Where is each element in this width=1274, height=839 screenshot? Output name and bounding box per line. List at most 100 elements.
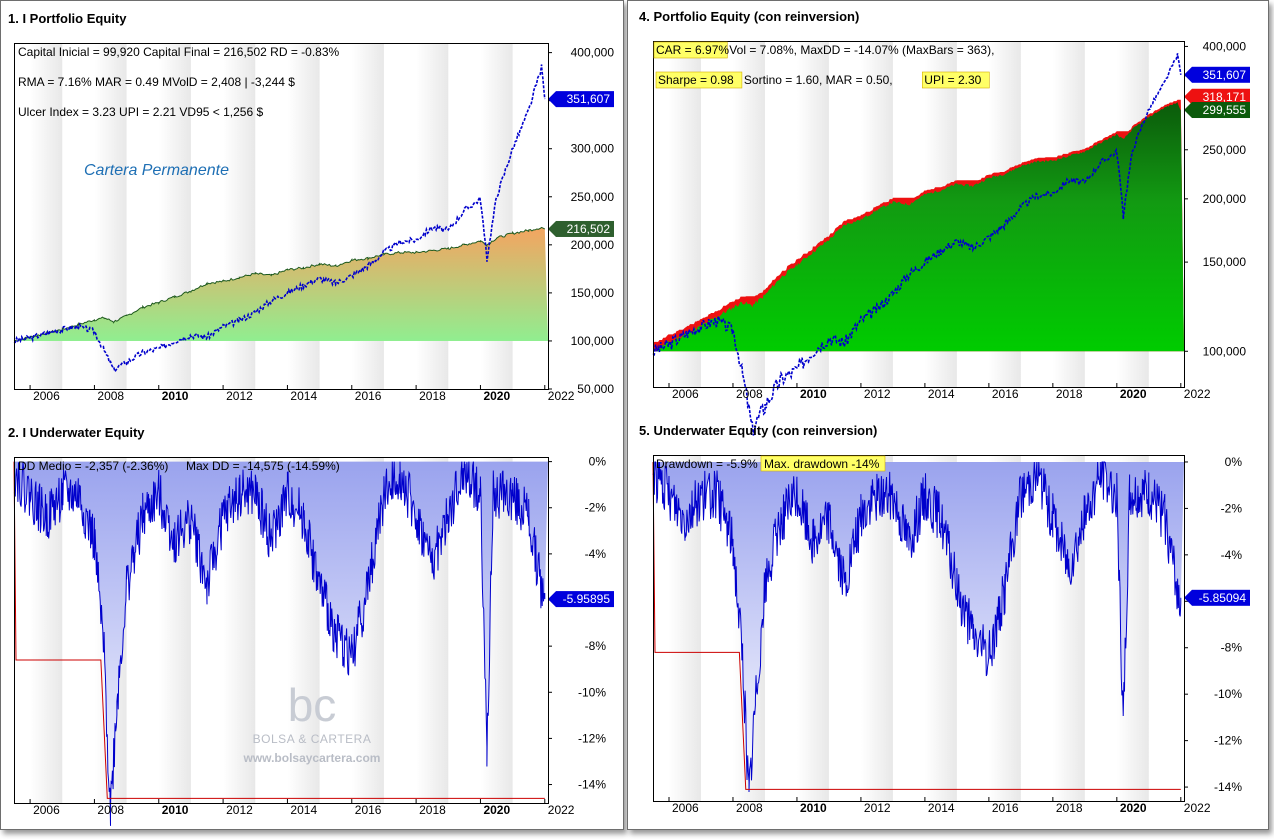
x-tick-label: 2006 bbox=[672, 387, 699, 401]
badge-peak-label: 318,171 bbox=[1203, 90, 1247, 104]
x-tick-label: 2008 bbox=[736, 387, 763, 401]
y-tick-label: -10% bbox=[578, 685, 606, 699]
panel5-chart[interactable]: 2006 2008 2010 2012 2014 2016 2018 2020 2022 0% -2… bbox=[652, 455, 1255, 817]
stats-item: UPI = 2.30 bbox=[924, 73, 981, 87]
stats-item: Sharpe = 0.98 bbox=[658, 73, 734, 87]
x-tick-label: 2010 bbox=[162, 389, 189, 403]
y-tick-label: -2% bbox=[585, 501, 607, 515]
x-tick-label: 2008 bbox=[97, 389, 124, 403]
badge-equity-arrow bbox=[1184, 102, 1192, 119]
x-tick-label: 2022 bbox=[1184, 801, 1211, 815]
stats-max-dd: Max DD = -14,575 (-14.59%) bbox=[186, 459, 340, 473]
max-drawdown-line bbox=[13, 461, 545, 799]
y-tick-label: 50,000 bbox=[577, 382, 614, 396]
y-tick-label: 150,000 bbox=[1203, 255, 1247, 269]
x-tick-label: 2020 bbox=[1120, 801, 1147, 815]
equity-area bbox=[653, 102, 1184, 352]
y-tick-label: -10% bbox=[1214, 687, 1242, 701]
highlight-box bbox=[921, 71, 990, 89]
x-tick-label: 2010 bbox=[800, 387, 827, 401]
x-tick-label: 2022 bbox=[548, 803, 575, 817]
watermark-brand: BOLSA & CARTERA bbox=[252, 732, 372, 746]
y-tick-label: -12% bbox=[1214, 734, 1242, 748]
y-tick-label: 200,000 bbox=[571, 238, 615, 252]
benchmark-line bbox=[652, 53, 1182, 436]
badge-drawdown bbox=[556, 591, 614, 608]
x-tick-label: 2016 bbox=[992, 801, 1019, 815]
badge-equity bbox=[1192, 102, 1250, 119]
highlight-box bbox=[760, 455, 886, 472]
badge-benchmark bbox=[556, 91, 614, 108]
badge-drawdown-label: -5.95895 bbox=[563, 592, 611, 606]
x-tick-label: 2018 bbox=[1056, 387, 1083, 401]
y-tick-label: 400,000 bbox=[1203, 39, 1247, 53]
stats-drawdown: Drawdown = -5.9% bbox=[656, 457, 758, 471]
x-tick-label: 2018 bbox=[1056, 801, 1083, 815]
y-tick-label: 200,000 bbox=[1203, 192, 1247, 206]
y-tick-label: 0% bbox=[589, 455, 607, 469]
plot-frame bbox=[14, 43, 549, 390]
badge-benchmark-label: 351,607 bbox=[1203, 68, 1247, 82]
x-tick-label: 2012 bbox=[226, 389, 253, 403]
badge-benchmark-arrow bbox=[1184, 66, 1192, 83]
x-tick-label: 2006 bbox=[33, 803, 60, 817]
benchmark-line bbox=[13, 64, 546, 374]
x-tick-label: 2014 bbox=[290, 803, 317, 817]
badge-drawdown-label: -5.85094 bbox=[1199, 591, 1247, 605]
panel4-chart[interactable]: 2006 2008 2010 2012 2014 2016 2018 2020 2022 400,… bbox=[652, 39, 1255, 436]
y-tick-label: -8% bbox=[585, 639, 607, 653]
highlight-box bbox=[653, 41, 728, 59]
x-tick-label: 2018 bbox=[419, 803, 446, 817]
bc-logo-icon: bc bbox=[288, 679, 337, 731]
plot-frame bbox=[653, 455, 1185, 802]
x-tick-label: 2016 bbox=[355, 803, 382, 817]
badge-drawdown bbox=[1192, 589, 1250, 606]
badge-benchmark bbox=[1192, 66, 1250, 83]
x-tick-label: 2012 bbox=[864, 801, 891, 815]
stats-item: CAR = 6.97% bbox=[656, 43, 729, 57]
stats-line: Ulcer Index = 3.23 UPI = 2.21 VD95 < 1,2… bbox=[18, 105, 263, 119]
y-tick-label: 400,000 bbox=[571, 46, 615, 60]
plot-frame bbox=[653, 41, 1185, 388]
highlight-box bbox=[655, 71, 743, 89]
series-annotation: Cartera Permanente bbox=[84, 162, 229, 179]
stats-max-drawdown: Max. drawdown -14% bbox=[764, 457, 880, 471]
panel4-title: 4. Portfolio Equity (con reinversion) bbox=[639, 9, 860, 24]
x-tick-label: 2020 bbox=[483, 389, 510, 403]
x-tick-label: 2006 bbox=[672, 801, 699, 815]
y-tick-label: -14% bbox=[578, 778, 606, 792]
badge-drawdown-arrow bbox=[1184, 589, 1192, 606]
x-tick-label: 2016 bbox=[355, 389, 382, 403]
y-tick-label: 250,000 bbox=[1203, 143, 1247, 157]
right-window: 4. Portfolio Equity (con reinversion) 20… bbox=[627, 0, 1269, 830]
year-band bbox=[223, 457, 256, 803]
x-tick-label: 2014 bbox=[928, 387, 955, 401]
badge-equity bbox=[556, 220, 614, 237]
badge-peak bbox=[1192, 88, 1250, 105]
stats-dd-medio: DD Medio = -2,357 (-2.36%) bbox=[18, 459, 168, 473]
y-tick-label: 0% bbox=[1225, 455, 1243, 469]
badge-equity-arrow bbox=[548, 220, 556, 237]
watermark: bc BOLSA & CARTERA www.bolsaycartera.com bbox=[227, 679, 397, 765]
equity-area bbox=[14, 227, 548, 342]
max-drawdown-line bbox=[652, 461, 1181, 790]
panel1-chart[interactable]: 2006 2008 2010 2012 2014 2016 2018 2020 2022 400,… bbox=[13, 43, 615, 405]
badge-drawdown-arrow bbox=[548, 591, 556, 608]
x-tick-label: 2020 bbox=[1120, 387, 1147, 401]
y-tick-label: -12% bbox=[578, 731, 606, 745]
y-tick-label: 100,000 bbox=[571, 334, 615, 348]
panel5-title: 5. Underwater Equity (con reinversion) bbox=[639, 423, 878, 438]
left-window: 1. I Portfolio Equity 2006 2008 2010 2012 20… bbox=[0, 0, 624, 830]
drawdown-area bbox=[653, 461, 1184, 792]
panel2-chart[interactable]: 2006 2008 2010 2012 2014 2016 2018 2020 2022 0% -2… bbox=[13, 455, 614, 826]
stats-item: Vol = 7.08%, MaxDD = -14.07% (MaxBars = … bbox=[729, 43, 994, 57]
panel2-title: 2. I Underwater Equity bbox=[8, 425, 145, 440]
x-tick-label: 2012 bbox=[226, 803, 253, 817]
svg-text:bc: bc bbox=[288, 683, 337, 727]
y-tick-label: 250,000 bbox=[571, 190, 615, 204]
x-tick-label: 2010 bbox=[800, 801, 827, 815]
stats-item: Sortino = 1.60, MAR = 0.50, bbox=[744, 73, 893, 87]
y-tick-label: -8% bbox=[1221, 641, 1243, 655]
badge-equity-label: 299,555 bbox=[1203, 103, 1247, 117]
watermark-url: www.bolsaycartera.com bbox=[243, 751, 381, 765]
